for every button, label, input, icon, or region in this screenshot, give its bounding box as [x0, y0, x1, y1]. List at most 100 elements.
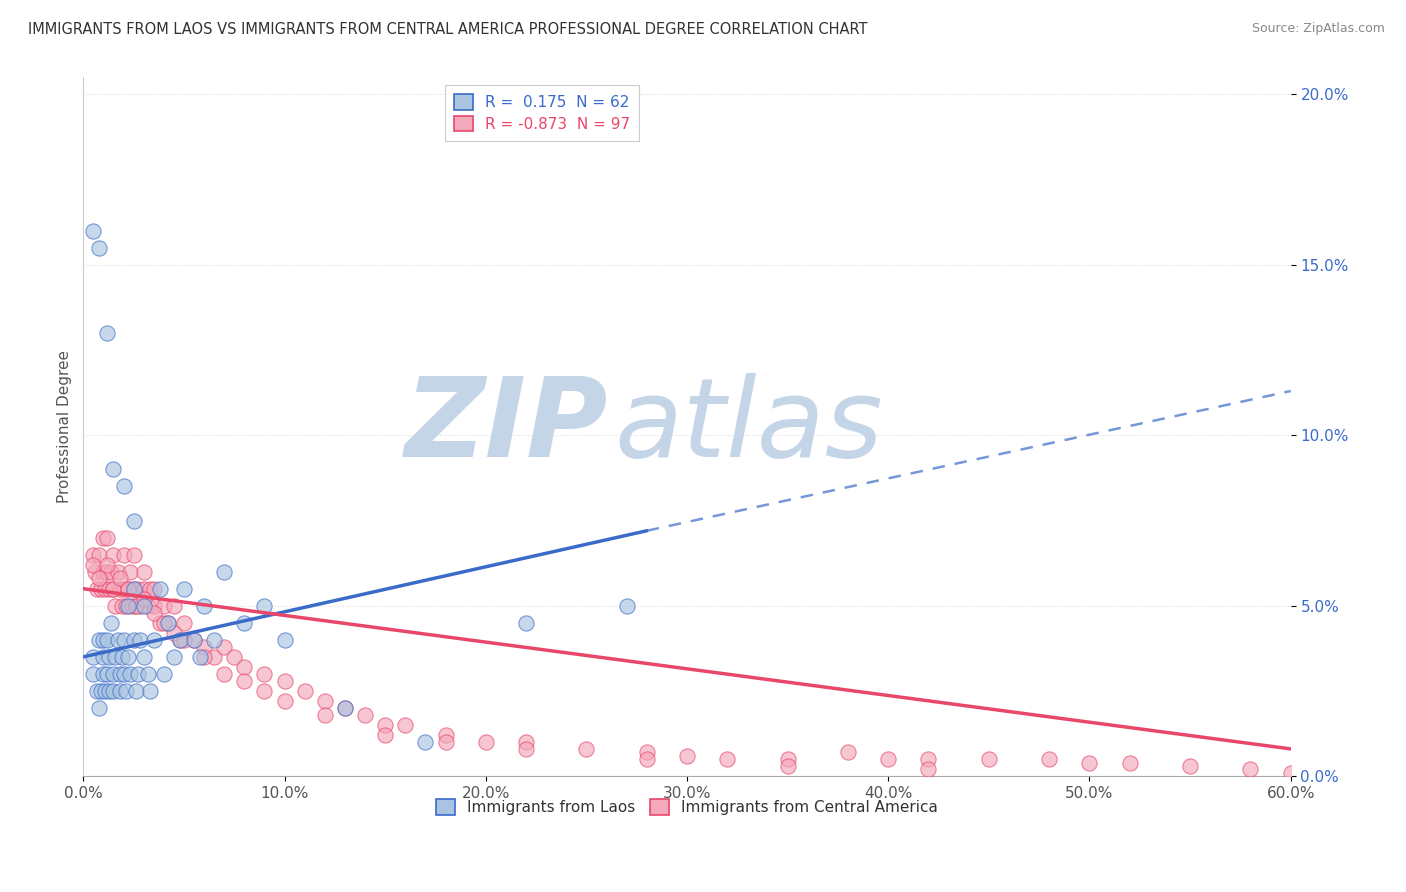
Point: [515, 615, 537, 630]
Text: Source: ZipAtlas.com: Source: ZipAtlas.com: [1251, 22, 1385, 36]
Point: [103, 582, 125, 596]
Point: [100, 565, 122, 579]
Point: [253, 667, 276, 681]
Point: [112, 632, 135, 647]
Point: [314, 694, 336, 708]
Point: [96, 531, 118, 545]
Point: [108, 667, 131, 681]
Point: [89, 572, 111, 586]
Point: [1038, 752, 1060, 766]
Point: [183, 632, 205, 647]
Point: [103, 684, 125, 698]
Point: [152, 615, 174, 630]
Point: [132, 649, 155, 664]
Point: [94, 684, 117, 698]
Point: [98, 582, 121, 596]
Point: [273, 673, 295, 688]
Point: [104, 599, 127, 613]
Point: [122, 632, 145, 647]
Point: [1078, 756, 1101, 770]
Point: [877, 752, 900, 766]
Legend: Immigrants from Laos, Immigrants from Central America: Immigrants from Laos, Immigrants from Ce…: [427, 790, 946, 824]
Point: [132, 582, 155, 596]
Point: [163, 649, 186, 664]
Text: atlas: atlas: [614, 374, 883, 480]
Point: [676, 748, 699, 763]
Point: [188, 649, 211, 664]
Point: [124, 684, 146, 698]
Point: [212, 640, 235, 654]
Point: [93, 531, 115, 545]
Point: [183, 632, 205, 647]
Point: [108, 684, 131, 698]
Point: [122, 514, 145, 528]
Point: [127, 582, 149, 596]
Point: [118, 565, 141, 579]
Point: [515, 735, 537, 749]
Point: [117, 582, 139, 596]
Point: [253, 599, 276, 613]
Point: [173, 632, 195, 647]
Point: [138, 684, 160, 698]
Point: [212, 667, 235, 681]
Point: [173, 615, 195, 630]
Point: [86, 582, 108, 596]
Point: [121, 599, 143, 613]
Point: [193, 599, 215, 613]
Point: [89, 701, 111, 715]
Point: [917, 763, 939, 777]
Point: [107, 632, 129, 647]
Text: IMMIGRANTS FROM LAOS VS IMMIGRANTS FROM CENTRAL AMERICA PROFESSIONAL DEGREE CORR: IMMIGRANTS FROM LAOS VS IMMIGRANTS FROM …: [28, 22, 868, 37]
Point: [515, 742, 537, 756]
Point: [233, 615, 256, 630]
Point: [169, 632, 191, 647]
Point: [124, 599, 146, 613]
Point: [82, 558, 104, 572]
Point: [112, 479, 135, 493]
Point: [142, 606, 165, 620]
Point: [112, 667, 135, 681]
Text: ZIP: ZIP: [405, 374, 609, 480]
Point: [122, 548, 145, 562]
Point: [169, 632, 191, 647]
Point: [837, 745, 859, 759]
Point: [156, 615, 179, 630]
Point: [374, 728, 396, 742]
Point: [273, 694, 295, 708]
Point: [96, 667, 118, 681]
Point: [93, 565, 115, 579]
Point: [354, 707, 377, 722]
Point: [224, 649, 246, 664]
Point: [152, 667, 174, 681]
Point: [132, 599, 155, 613]
Point: [1178, 759, 1201, 773]
Point: [96, 558, 118, 572]
Point: [163, 599, 186, 613]
Point: [107, 565, 129, 579]
Point: [616, 599, 638, 613]
Point: [977, 752, 1000, 766]
Point: [124, 599, 146, 613]
Point: [776, 759, 799, 773]
Point: [294, 684, 316, 698]
Point: [96, 632, 118, 647]
Point: [142, 582, 165, 596]
Point: [415, 735, 437, 749]
Point: [142, 599, 165, 613]
Point: [90, 582, 112, 596]
Point: [82, 548, 104, 562]
Point: [233, 660, 256, 674]
Point: [103, 667, 125, 681]
Point: [108, 582, 131, 596]
Point: [128, 599, 150, 613]
Point: [1239, 763, 1261, 777]
Point: [474, 735, 496, 749]
Point: [776, 752, 799, 766]
Point: [84, 565, 107, 579]
Point: [374, 718, 396, 732]
Point: [103, 548, 125, 562]
Point: [136, 667, 159, 681]
Point: [98, 684, 121, 698]
Point: [575, 742, 598, 756]
Point: [117, 582, 139, 596]
